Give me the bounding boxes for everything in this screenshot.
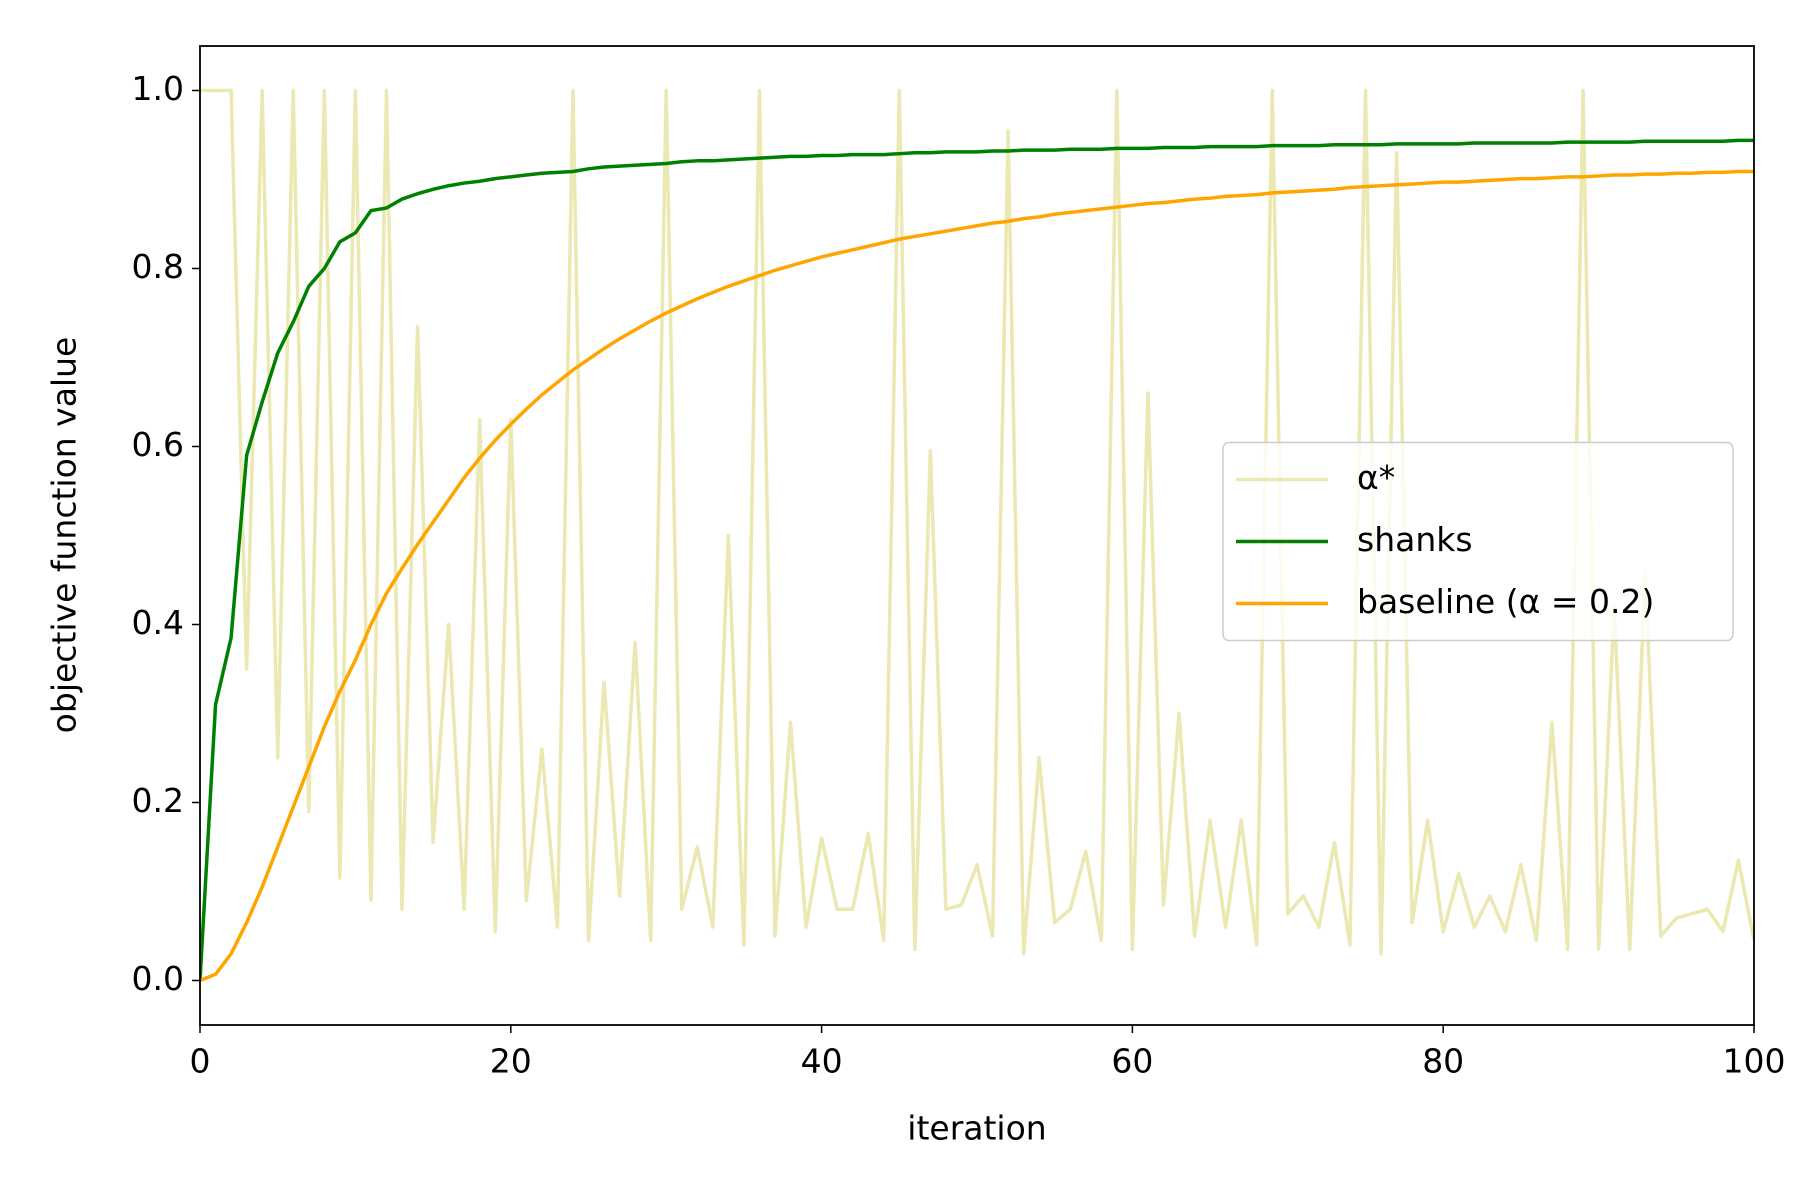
y-tick-label: 0.6: [132, 425, 184, 464]
y-tick-label: 0.2: [132, 781, 184, 820]
x-axis-label: iteration: [907, 1109, 1046, 1148]
series-line: [200, 88, 1754, 956]
y-tick-label: 0.4: [132, 603, 184, 642]
y-tick-label: 0.0: [132, 959, 184, 998]
series-line: [200, 138, 1754, 981]
y-tick-label: 0.8: [132, 247, 184, 286]
legend-box: [1222, 441, 1734, 642]
x-tick-label: 60: [1111, 1042, 1153, 1081]
x-tick-label: 40: [801, 1042, 843, 1081]
x-tick-label: 20: [490, 1042, 532, 1081]
y-tick-label: 1.0: [132, 69, 184, 108]
legend-label: shanks: [1357, 520, 1473, 559]
legend-label: baseline (α = 0.2): [1357, 582, 1654, 621]
x-tick-label: 80: [1422, 1042, 1464, 1081]
legend-label: α*: [1357, 458, 1395, 497]
x-tick-label: 100: [1723, 1042, 1786, 1081]
plot-frame: [199, 45, 1755, 1026]
y-axis-label: objective function value: [45, 337, 84, 734]
x-tick-label: 0: [190, 1042, 211, 1081]
series-line: [200, 169, 1754, 983]
